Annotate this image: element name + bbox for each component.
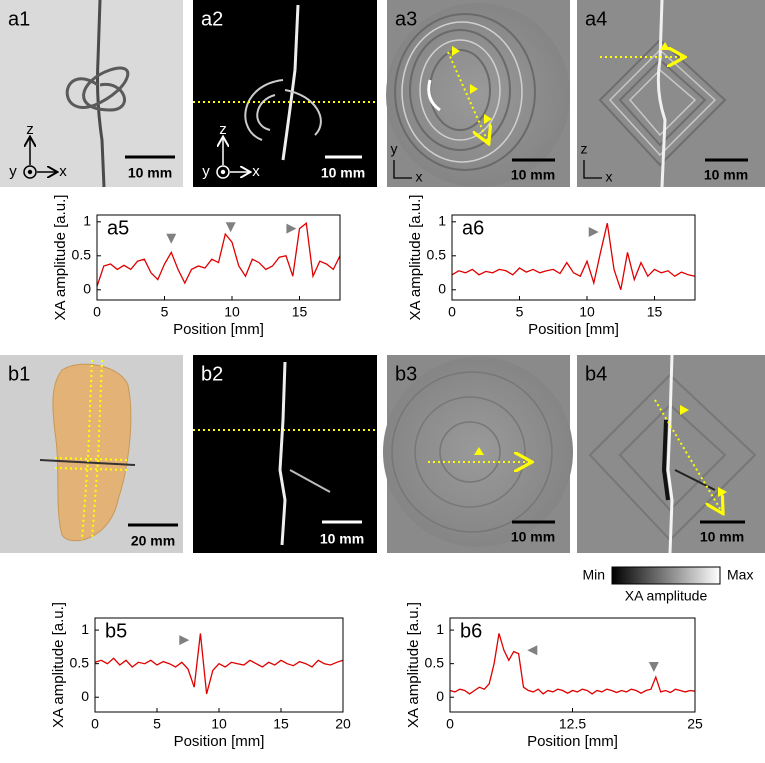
y-tick-label: 0	[436, 688, 444, 704]
scale-bar-label: 10 mm	[511, 529, 555, 545]
x-tick-label: 15	[292, 304, 308, 320]
x-tick-label: 20	[335, 716, 351, 732]
panel-label: a6	[462, 217, 484, 239]
data-line	[94, 633, 344, 695]
axis-letter: x	[606, 169, 613, 185]
peak-marker	[588, 227, 599, 237]
y-axis-label: XA amplitude [a.u.]	[407, 195, 424, 321]
scale-bar-label: 10 mm	[511, 167, 555, 183]
scale-bar-label: 10 mm	[321, 165, 365, 181]
y-tick-label: 0.5	[72, 247, 92, 263]
axis-letter: y	[9, 163, 17, 180]
panel-label: a2	[201, 8, 223, 30]
x-tick-label: 10	[579, 304, 595, 320]
y-tick-label: 0.5	[425, 654, 445, 670]
y-tick-label: 1	[438, 213, 446, 229]
peak-marker	[527, 645, 538, 656]
x-tick-label: 15	[647, 304, 663, 320]
x-axis-label: Position [mm]	[528, 321, 619, 338]
panel-a4: a4 z x 10 mm	[577, 0, 765, 188]
colorbar-min: Min	[582, 567, 605, 583]
peak-marker	[648, 662, 659, 673]
axis-letter: z	[26, 121, 34, 138]
scale-bar-label: 10 mm	[700, 529, 744, 545]
data-line	[96, 221, 341, 287]
panel-b3: b3 10 mm	[383, 355, 573, 553]
x-tick-label: 0	[91, 716, 99, 732]
panel-b4: b4 10 mm	[577, 354, 765, 554]
x-tick-label: 15	[273, 716, 289, 732]
x-axis-label: Position [mm]	[527, 733, 618, 750]
x-tick-label: 5	[153, 716, 161, 732]
axis-letter: x	[59, 163, 67, 180]
peak-marker	[286, 223, 297, 234]
peak-marker	[179, 635, 190, 646]
y-tick-label: 1	[436, 621, 444, 637]
x-axis-label: Position [mm]	[174, 733, 265, 750]
panel-label: a3	[395, 8, 417, 30]
panel-b1: b1 20 mm	[0, 355, 183, 553]
y-tick-label: 0	[438, 281, 446, 297]
scale-bar-label: 10 mm	[320, 531, 364, 547]
plot-frame	[449, 617, 696, 713]
y-axis-label: XA amplitude [a.u.]	[405, 602, 422, 728]
x-tick-label: 10	[224, 304, 240, 320]
y-axis-label: XA amplitude [a.u.]	[52, 195, 69, 321]
panel-label: b3	[395, 363, 417, 385]
axis-letter: x	[416, 169, 423, 185]
panel-a3: a3 y x 10 mm	[386, 0, 570, 187]
panel-label: a4	[585, 8, 607, 30]
x-tick-label: 0	[448, 304, 456, 320]
scale-bar-label: 20 mm	[131, 533, 175, 549]
x-tick-label: 5	[161, 304, 169, 320]
scale-bar-label: 10 mm	[128, 165, 172, 181]
x-tick-label: 5	[516, 304, 524, 320]
x-axis-label: Position [mm]	[173, 321, 264, 338]
y-axis-label: XA amplitude [a.u.]	[50, 602, 67, 728]
panel-label: a1	[8, 8, 30, 30]
panel-label: b5	[105, 620, 127, 642]
x-tick-label: 10	[211, 716, 227, 732]
x-tick-label: 0	[446, 716, 454, 732]
plot-frame	[96, 214, 341, 301]
colorbar-label: XA amplitude	[625, 588, 708, 604]
x-tick-label: 0	[93, 304, 101, 320]
axis-letter: y	[202, 163, 210, 180]
panel-label: b2	[201, 363, 223, 385]
axis-letter: z	[581, 141, 588, 157]
y-tick-label: 1	[81, 621, 89, 637]
scale-bar-label: 10 mm	[704, 167, 748, 183]
x-tick-label: 12.5	[559, 716, 586, 732]
panel-label: b4	[585, 363, 607, 385]
y-tick-label: 0.5	[427, 247, 447, 263]
panel-a2: a2 z y x 10 mm	[193, 0, 377, 187]
colorbar-max: Max	[727, 567, 753, 583]
y-tick-label: 0	[81, 688, 89, 704]
axis-letter: y	[391, 141, 398, 157]
y-tick-label: 0	[83, 281, 91, 297]
panel-a1: a1 z y x 10 mm	[0, 0, 183, 188]
x-tick-label: 25	[687, 716, 703, 732]
colorbar: Min Max XA amplitude	[582, 566, 753, 604]
panel-label: a5	[107, 217, 129, 239]
plot-frame	[451, 214, 696, 301]
y-tick-label: 0.5	[70, 654, 90, 670]
data-line	[451, 223, 696, 291]
data-line	[449, 633, 696, 695]
axis-letter: x	[252, 163, 260, 180]
axis-letter: z	[219, 121, 227, 138]
panel-b2: b2 10 mm	[193, 355, 377, 553]
panel-label: b6	[460, 620, 482, 642]
y-tick-label: 1	[83, 213, 91, 229]
panel-label: b1	[8, 363, 30, 385]
peak-marker	[225, 222, 236, 233]
plot-frame	[94, 617, 344, 713]
peak-marker	[166, 233, 177, 244]
